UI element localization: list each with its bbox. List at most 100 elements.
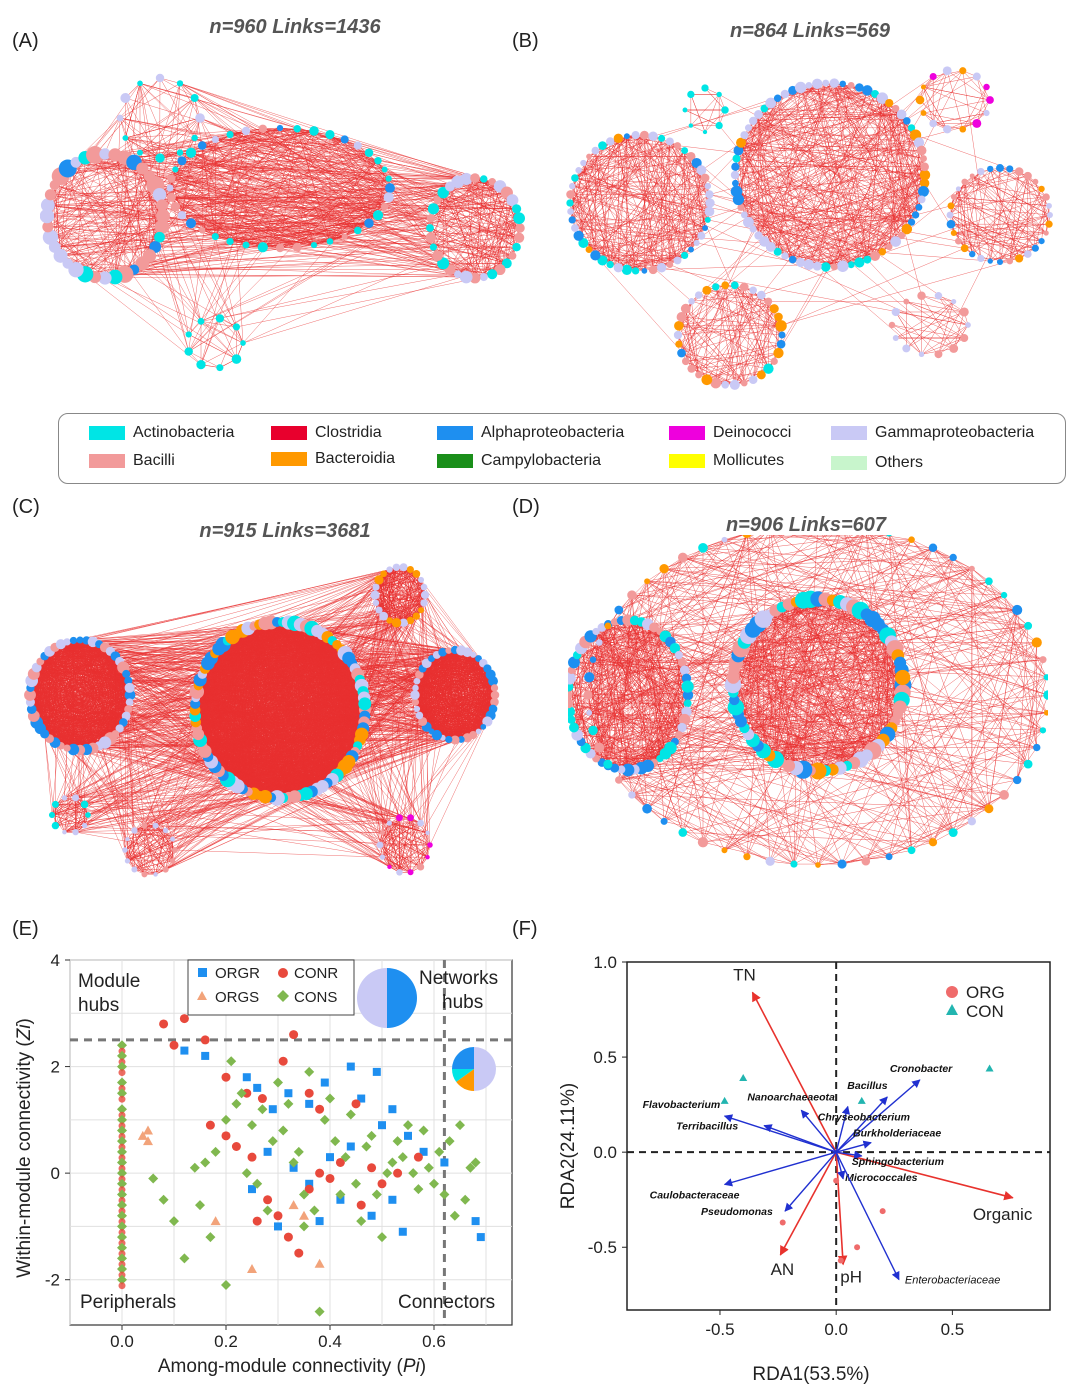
network-node bbox=[917, 195, 926, 204]
network-node bbox=[878, 248, 887, 256]
network-edge bbox=[768, 70, 948, 369]
network-node bbox=[911, 211, 920, 219]
network-node bbox=[740, 211, 748, 219]
network-node bbox=[681, 147, 689, 155]
network-edge bbox=[923, 86, 991, 101]
network-node bbox=[292, 242, 302, 252]
network-node bbox=[1047, 212, 1053, 218]
network-node bbox=[744, 124, 752, 132]
network-edge bbox=[50, 175, 150, 196]
network-node bbox=[621, 264, 633, 275]
network-node bbox=[513, 212, 525, 225]
network-node bbox=[863, 255, 872, 264]
network-edge bbox=[54, 246, 135, 270]
network-node bbox=[759, 236, 770, 247]
network-node bbox=[855, 83, 864, 92]
network-node bbox=[920, 110, 927, 116]
network-edge bbox=[262, 128, 370, 224]
network-node bbox=[959, 307, 969, 317]
network-edge bbox=[867, 90, 922, 296]
network-edge bbox=[653, 264, 809, 271]
network-node bbox=[501, 258, 512, 269]
network-edge bbox=[921, 70, 964, 151]
network-edge bbox=[736, 158, 926, 176]
network-node bbox=[756, 290, 766, 300]
network-node bbox=[951, 298, 957, 305]
network-edge bbox=[60, 117, 121, 256]
network-node bbox=[822, 79, 830, 87]
network-edge bbox=[678, 325, 745, 384]
network-edge bbox=[792, 90, 908, 230]
network-edge bbox=[47, 187, 171, 228]
network-edge bbox=[124, 255, 438, 275]
network-node bbox=[155, 73, 165, 83]
network-edge bbox=[50, 157, 126, 238]
network-edge bbox=[200, 127, 281, 322]
network-edge bbox=[825, 120, 908, 268]
network-edge bbox=[738, 108, 896, 200]
network-edge bbox=[990, 196, 1047, 262]
network-edge bbox=[817, 83, 912, 129]
network-node bbox=[639, 130, 649, 140]
network-edge bbox=[154, 246, 189, 335]
network-edge bbox=[704, 87, 726, 111]
network-node bbox=[154, 219, 170, 235]
network-edge bbox=[950, 181, 965, 206]
network-edge bbox=[752, 308, 775, 380]
network-node bbox=[736, 137, 747, 148]
network-node bbox=[425, 232, 437, 244]
network-node bbox=[1015, 254, 1024, 263]
network-edge bbox=[684, 150, 697, 244]
network-edge bbox=[85, 244, 247, 275]
network-edge bbox=[949, 168, 991, 216]
network-node bbox=[697, 231, 706, 240]
network-node bbox=[191, 134, 198, 142]
network-node bbox=[1042, 193, 1050, 201]
network-node bbox=[765, 97, 777, 109]
network-edge bbox=[47, 117, 201, 227]
network-edge bbox=[770, 166, 925, 248]
network-edge bbox=[429, 227, 513, 257]
network-node bbox=[696, 165, 707, 176]
network-edge bbox=[610, 194, 710, 265]
network-edge bbox=[635, 135, 678, 261]
network-edge bbox=[777, 134, 916, 252]
network-edge bbox=[595, 150, 710, 212]
network-edge bbox=[947, 112, 987, 130]
network-edge bbox=[133, 162, 507, 264]
network-edge bbox=[85, 157, 345, 237]
network-edge bbox=[669, 141, 769, 369]
network-edge bbox=[990, 168, 1050, 225]
network-node bbox=[586, 153, 592, 160]
network-node bbox=[946, 211, 954, 219]
network-node bbox=[190, 94, 199, 102]
network-node bbox=[688, 123, 694, 128]
network-node bbox=[680, 251, 689, 260]
network-node bbox=[197, 317, 205, 325]
network-node bbox=[972, 118, 982, 128]
network-node bbox=[648, 131, 658, 141]
network-node bbox=[977, 254, 985, 263]
network-node bbox=[915, 203, 923, 211]
network-edge bbox=[200, 128, 264, 365]
network-edge bbox=[159, 157, 520, 238]
network-node bbox=[470, 173, 480, 183]
network-edge bbox=[706, 290, 782, 327]
network-edge bbox=[219, 318, 244, 344]
network-node bbox=[488, 177, 497, 186]
network-edge bbox=[85, 274, 202, 365]
network-edge bbox=[202, 145, 444, 193]
network-node bbox=[960, 334, 969, 343]
network-node bbox=[512, 242, 521, 252]
network-node bbox=[166, 184, 174, 192]
network-edge bbox=[219, 326, 237, 368]
network-node bbox=[704, 216, 711, 223]
network-edge bbox=[159, 97, 195, 159]
network-edge bbox=[60, 187, 391, 257]
network-node bbox=[215, 314, 225, 323]
network-node bbox=[177, 210, 187, 220]
network-node bbox=[385, 175, 392, 182]
network-edge bbox=[734, 142, 919, 176]
network-node bbox=[567, 208, 574, 215]
network-node bbox=[919, 178, 930, 188]
